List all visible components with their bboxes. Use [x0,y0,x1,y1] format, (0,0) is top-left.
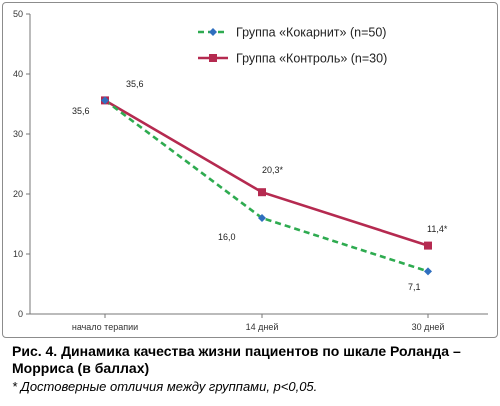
series-1-point [101,96,109,105]
series-line-1 [104,99,429,273]
data-label: 35,6 [126,79,144,89]
legend-entry-2: Группа «Контроль» (n=30) [236,52,387,66]
x-tick-label: начало терапии [72,322,138,332]
y-tick-label: 30 [13,129,23,139]
y-tick-label: 40 [13,69,23,79]
data-label: 16,0 [218,232,236,242]
caption-title: Рис. 4. Динамика качества жизни пациенто… [12,343,461,376]
figure-caption: Рис. 4. Динамика качества жизни пациенто… [12,343,492,395]
caption-note: * Достоверные отличия между группами, p<… [12,379,318,394]
data-label: 11,4* [427,224,448,234]
series-2-point [424,241,432,250]
x-tick-label: 30 дней [412,322,445,332]
x-tick-label: 14 дней [246,322,279,332]
data-label: 7,1 [408,282,421,292]
data-label: 35,6 [72,106,90,116]
y-tick-label: 0 [18,309,23,319]
data-label: 20,3* [262,165,284,175]
legend-marker-diamond [209,28,217,36]
y-tick-label: 20 [13,189,23,199]
series-1-point [258,214,266,222]
y-tick-label: 50 [13,9,23,19]
plot-frame [2,2,498,338]
series-2-point [258,188,266,197]
line-chart: 0 10 20 30 40 50 начало терапии 14 дней 30 дней 3… [13,9,488,332]
y-tick-label: 10 [13,249,23,259]
series-1-point [424,267,432,276]
legend-marker-square [209,54,217,62]
legend-entry-1: Группа «Кокарнит» (n=50) [236,26,386,40]
